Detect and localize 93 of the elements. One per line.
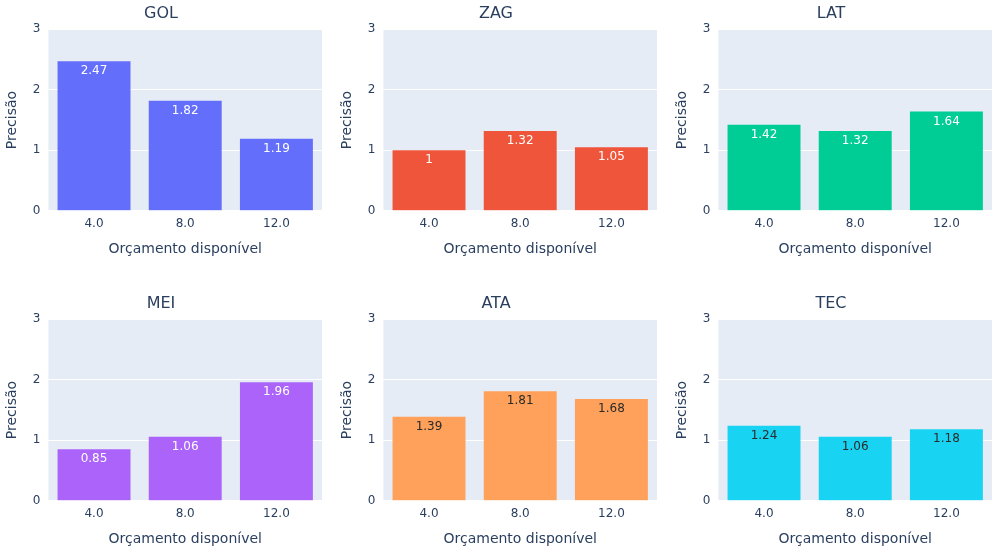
x-tick-label: 4.0 — [419, 216, 439, 231]
data-label: 2.47 — [80, 63, 108, 78]
bar — [818, 436, 892, 501]
y-axis-title: Precisão — [673, 90, 690, 150]
chart-title: GOL — [144, 2, 179, 22]
bar — [909, 429, 983, 501]
x-tick-label: 4.0 — [84, 216, 104, 231]
bar — [483, 391, 557, 501]
y-tick-label: 3 — [367, 311, 376, 326]
y-tick-label: 3 — [367, 21, 376, 36]
chart-title: TEC — [814, 292, 847, 312]
x-tick-label: 8.0 — [845, 216, 865, 231]
x-tick-label: 4.0 — [84, 506, 104, 521]
bar — [148, 436, 222, 501]
y-tick-label: 0 — [702, 202, 711, 217]
chart-title: LAT — [816, 2, 846, 22]
x-tick-label: 12.0 — [933, 216, 960, 231]
y-axis-title: Precisão — [673, 380, 690, 440]
x-axis-title: Orçamento disponível — [108, 240, 262, 257]
y-tick-label: 3 — [702, 311, 711, 326]
data-label: 1.39 — [415, 418, 443, 433]
bar — [239, 382, 313, 501]
y-tick-label: 2 — [32, 81, 41, 96]
y-tick-label: 0 — [367, 202, 376, 217]
bar — [392, 416, 466, 501]
bar — [57, 449, 131, 501]
bar — [57, 61, 131, 211]
x-tick-label: 8.0 — [510, 216, 530, 231]
x-tick-label: 12.0 — [263, 506, 290, 521]
x-axis-title: Orçamento disponível — [778, 240, 932, 257]
y-tick-label: 0 — [32, 202, 41, 217]
y-tick-label: 2 — [702, 371, 711, 386]
x-tick-label: 12.0 — [933, 506, 960, 521]
x-tick-label: 12.0 — [263, 216, 290, 231]
x-tick-label: 4.0 — [754, 506, 774, 521]
y-tick-label: 2 — [702, 81, 711, 96]
x-tick-label: 8.0 — [510, 506, 530, 521]
bar — [574, 399, 648, 501]
data-label: 1.32 — [506, 133, 534, 148]
y-tick-label: 0 — [32, 492, 41, 507]
bar — [909, 111, 983, 211]
x-tick-label: 8.0 — [175, 216, 195, 231]
data-label: 0.85 — [80, 451, 108, 466]
y-axis-title: Precisão — [3, 90, 20, 150]
data-label: 1.19 — [263, 140, 290, 155]
y-tick-label: 0 — [367, 492, 376, 507]
bar — [818, 130, 892, 211]
bar — [239, 138, 313, 211]
data-label: 1.05 — [598, 149, 625, 164]
y-tick-label: 1 — [367, 432, 376, 447]
data-label: 1 — [425, 152, 433, 167]
x-tick-label: 4.0 — [754, 216, 774, 231]
data-label: 1.96 — [263, 384, 290, 399]
bar — [727, 124, 801, 211]
y-tick-label: 1 — [32, 432, 41, 447]
bar — [148, 100, 222, 211]
data-label: 1.32 — [841, 133, 869, 148]
y-axis-title: Precisão — [338, 90, 355, 150]
y-tick-label: 1 — [702, 432, 711, 447]
data-label: 1.06 — [171, 438, 199, 453]
y-tick-label: 3 — [702, 21, 711, 36]
chart-title: MEI — [146, 292, 176, 312]
y-tick-label: 0 — [702, 492, 711, 507]
data-label: 1.81 — [506, 393, 534, 408]
x-axis-title: Orçamento disponível — [778, 530, 932, 547]
chart-title: ATA — [481, 292, 511, 312]
x-axis-title: Orçamento disponível — [443, 530, 597, 547]
y-tick-label: 3 — [32, 21, 41, 36]
data-label: 1.68 — [598, 401, 625, 416]
y-axis-title: Precisão — [3, 380, 20, 440]
data-label: 1.42 — [750, 126, 778, 141]
x-tick-label: 4.0 — [419, 506, 439, 521]
y-axis-title: Precisão — [338, 380, 355, 440]
data-label: 1.24 — [750, 427, 778, 442]
y-tick-label: 3 — [32, 311, 41, 326]
x-axis-title: Orçamento disponível — [108, 530, 262, 547]
x-tick-label: 12.0 — [598, 506, 625, 521]
x-tick-label: 8.0 — [175, 506, 195, 521]
data-label: 1.18 — [933, 431, 960, 446]
x-tick-label: 12.0 — [598, 216, 625, 231]
y-tick-label: 1 — [367, 142, 376, 157]
y-tick-label: 1 — [32, 142, 41, 157]
data-label: 1.06 — [841, 438, 869, 453]
data-label: 1.64 — [933, 113, 960, 128]
y-tick-label: 1 — [702, 142, 711, 157]
x-tick-label: 8.0 — [845, 506, 865, 521]
bar — [727, 425, 801, 501]
y-tick-label: 2 — [367, 371, 376, 386]
y-tick-label: 2 — [367, 81, 376, 96]
y-tick-label: 2 — [32, 371, 41, 386]
x-axis-title: Orçamento disponível — [443, 240, 597, 257]
chart-title: ZAG — [478, 2, 514, 22]
data-label: 1.82 — [171, 102, 199, 117]
